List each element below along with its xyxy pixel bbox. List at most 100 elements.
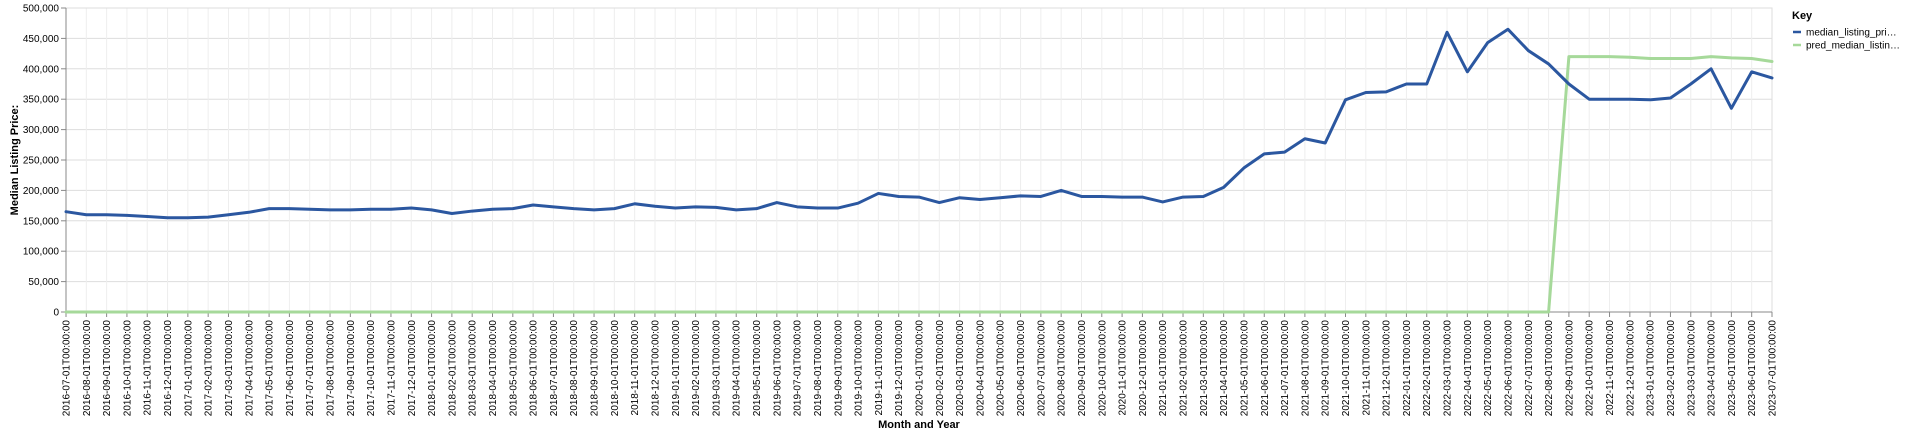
x-tick-label: 2020-11-01T00:00:00 <box>1118 320 1129 416</box>
x-tick-label: 2017-08-01T00:00:00 <box>326 320 337 417</box>
x-tick-label: 2019-03-01T00:00:00 <box>711 320 722 417</box>
x-tick-label: 2019-01-01T00:00:00 <box>671 320 682 417</box>
x-tick-label: 2020-12-01T00:00:00 <box>1138 320 1149 417</box>
x-tick-label: 2021-07-01T00:00:00 <box>1280 320 1291 417</box>
x-tick-label: 2018-05-01T00:00:00 <box>508 320 519 417</box>
x-tick-label: 2020-02-01T00:00:00 <box>935 320 946 417</box>
y-tick-label: 300,000 <box>23 125 60 136</box>
x-tick-label: 2018-07-01T00:00:00 <box>549 320 560 417</box>
x-tick-label: 2017-04-01T00:00:00 <box>244 320 255 417</box>
x-tick-label: 2022-12-01T00:00:00 <box>1625 320 1636 417</box>
x-tick-label: 2017-12-01T00:00:00 <box>407 320 418 417</box>
x-tick-label: 2022-08-01T00:00:00 <box>1544 320 1555 417</box>
x-tick-label: 2017-10-01T00:00:00 <box>366 320 377 417</box>
x-tick-label: 2019-10-01T00:00:00 <box>854 320 865 417</box>
x-tick-label: 2018-08-01T00:00:00 <box>569 320 580 417</box>
x-tick-label: 2021-12-01T00:00:00 <box>1382 320 1393 417</box>
x-tick-label: 2020-06-01T00:00:00 <box>1016 320 1027 417</box>
x-tick-label: 2022-02-01T00:00:00 <box>1422 320 1433 417</box>
x-tick-label: 2017-11-01T00:00:00 <box>386 320 397 416</box>
y-tick-label: 150,000 <box>23 216 60 227</box>
series-line-0 <box>64 27 1774 220</box>
y-tick-label: 400,000 <box>23 64 60 75</box>
x-tick-label: 2021-11-01T00:00:00 <box>1361 320 1372 416</box>
x-tick-label: 2018-09-01T00:00:00 <box>590 320 601 417</box>
x-tick-label: 2019-04-01T00:00:00 <box>732 320 743 417</box>
y-tick-label: 450,000 <box>23 34 60 45</box>
series-lines <box>64 27 1774 314</box>
y-tick-label: 50,000 <box>28 277 59 288</box>
y-tick-label: 0 <box>53 308 59 319</box>
x-tick-label: 2017-03-01T00:00:00 <box>224 320 235 417</box>
x-tick-label: 2019-08-01T00:00:00 <box>813 320 824 417</box>
x-tick-label: 2023-01-01T00:00:00 <box>1646 320 1657 417</box>
x-tick-label: 2016-07-01T00:00:00 <box>62 320 73 417</box>
x-tick-label: 2022-07-01T00:00:00 <box>1524 320 1535 417</box>
x-tick-label: 2020-08-01T00:00:00 <box>1057 320 1068 417</box>
x-tick-label: 2018-03-01T00:00:00 <box>468 320 479 417</box>
x-tick-label: 2021-02-01T00:00:00 <box>1179 320 1190 417</box>
x-tick-label: 2023-06-01T00:00:00 <box>1747 320 1758 417</box>
x-tick-label: 2022-03-01T00:00:00 <box>1443 320 1454 417</box>
legend-title: Key <box>1792 10 1813 22</box>
x-tick-label: 2022-06-01T00:00:00 <box>1503 320 1514 417</box>
x-tick-label: 2023-02-01T00:00:00 <box>1666 320 1677 417</box>
x-tick-label: 2018-11-01T00:00:00 <box>630 320 641 416</box>
x-tick-label: 2021-01-01T00:00:00 <box>1158 320 1169 417</box>
legend: Key median_listing_pri… pred_median_listi… <box>1792 10 1900 52</box>
y-tick-label: 100,000 <box>23 247 60 258</box>
x-tick-label: 2016-12-01T00:00:00 <box>163 320 174 417</box>
x-tick-label: 2016-10-01T00:00:00 <box>122 320 133 417</box>
x-tick-label: 2018-06-01T00:00:00 <box>529 320 540 417</box>
y-tick-label: 500,000 <box>23 4 60 15</box>
x-tick-label: 2022-11-01T00:00:00 <box>1605 320 1616 416</box>
x-tick-label: 2020-07-01T00:00:00 <box>1036 320 1047 417</box>
x-tick-label: 2021-10-01T00:00:00 <box>1341 320 1352 417</box>
y-axis: 0 50,000 100,000 150,000 200,000 250,000 300,0… <box>23 4 67 319</box>
x-tick-label: 2020-10-01T00:00:00 <box>1097 320 1108 417</box>
x-tick-label: 2022-09-01T00:00:00 <box>1564 320 1575 417</box>
y-tick-label: 350,000 <box>23 95 60 106</box>
x-tick-label: 2019-06-01T00:00:00 <box>772 320 783 417</box>
x-tick-label: 2020-03-01T00:00:00 <box>955 320 966 417</box>
x-tick-label: 2020-04-01T00:00:00 <box>975 320 986 417</box>
x-tick-label: 2021-04-01T00:00:00 <box>1219 320 1230 417</box>
x-tick-label: 2018-10-01T00:00:00 <box>610 320 621 417</box>
x-tick-label: 2017-05-01T00:00:00 <box>265 320 276 417</box>
x-tick-label: 2021-03-01T00:00:00 <box>1199 320 1210 417</box>
x-tick-label: 2021-06-01T00:00:00 <box>1260 320 1271 417</box>
series-line-1 <box>64 55 1774 314</box>
x-tick-label: 2016-09-01T00:00:00 <box>102 320 113 417</box>
x-tick-label: 2020-01-01T00:00:00 <box>915 320 926 417</box>
legend-label-0: median_listing_pri… <box>1806 28 1897 39</box>
x-tick-label: 2019-09-01T00:00:00 <box>833 320 844 417</box>
x-tick-label: 2021-08-01T00:00:00 <box>1300 320 1311 417</box>
x-tick-label: 2022-04-01T00:00:00 <box>1463 320 1474 417</box>
x-axis-title: Month and Year <box>878 419 960 431</box>
x-axis: 2016-07-01T00:00:00 2016-08-01T00:00:00 20… <box>62 311 1779 417</box>
x-tick-label: 2019-11-01T00:00:00 <box>874 320 885 416</box>
x-tick-label: 2018-04-01T00:00:00 <box>488 320 499 417</box>
x-tick-label: 2023-05-01T00:00:00 <box>1727 320 1738 417</box>
x-tick-label: 2017-07-01T00:00:00 <box>305 320 316 417</box>
y-tick-label: 200,000 <box>23 186 60 197</box>
x-tick-label: 2018-02-01T00:00:00 <box>447 320 458 417</box>
x-tick-label: 2019-12-01T00:00:00 <box>894 320 905 417</box>
x-tick-label: 2023-03-01T00:00:00 <box>1686 320 1697 417</box>
x-tick-label: 2018-12-01T00:00:00 <box>650 320 661 417</box>
x-tick-label: 2019-07-01T00:00:00 <box>793 320 804 417</box>
legend-label-1: pred_median_listin… <box>1806 41 1900 52</box>
x-tick-label: 2019-05-01T00:00:00 <box>752 320 763 417</box>
y-axis-title: Median Listing Price: <box>9 105 21 216</box>
x-tick-label: 2017-02-01T00:00:00 <box>204 320 215 417</box>
x-tick-label: 2023-07-01T00:00:00 <box>1768 320 1779 417</box>
x-tick-label: 2019-02-01T00:00:00 <box>691 320 702 417</box>
y-tick-label: 250,000 <box>23 156 60 167</box>
x-tick-label: 2020-05-01T00:00:00 <box>996 320 1007 417</box>
x-tick-label: 2022-10-01T00:00:00 <box>1585 320 1596 417</box>
x-tick-label: 2021-05-01T00:00:00 <box>1239 320 1250 417</box>
x-tick-label: 2022-05-01T00:00:00 <box>1483 320 1494 417</box>
x-tick-label: 2023-04-01T00:00:00 <box>1707 320 1718 417</box>
